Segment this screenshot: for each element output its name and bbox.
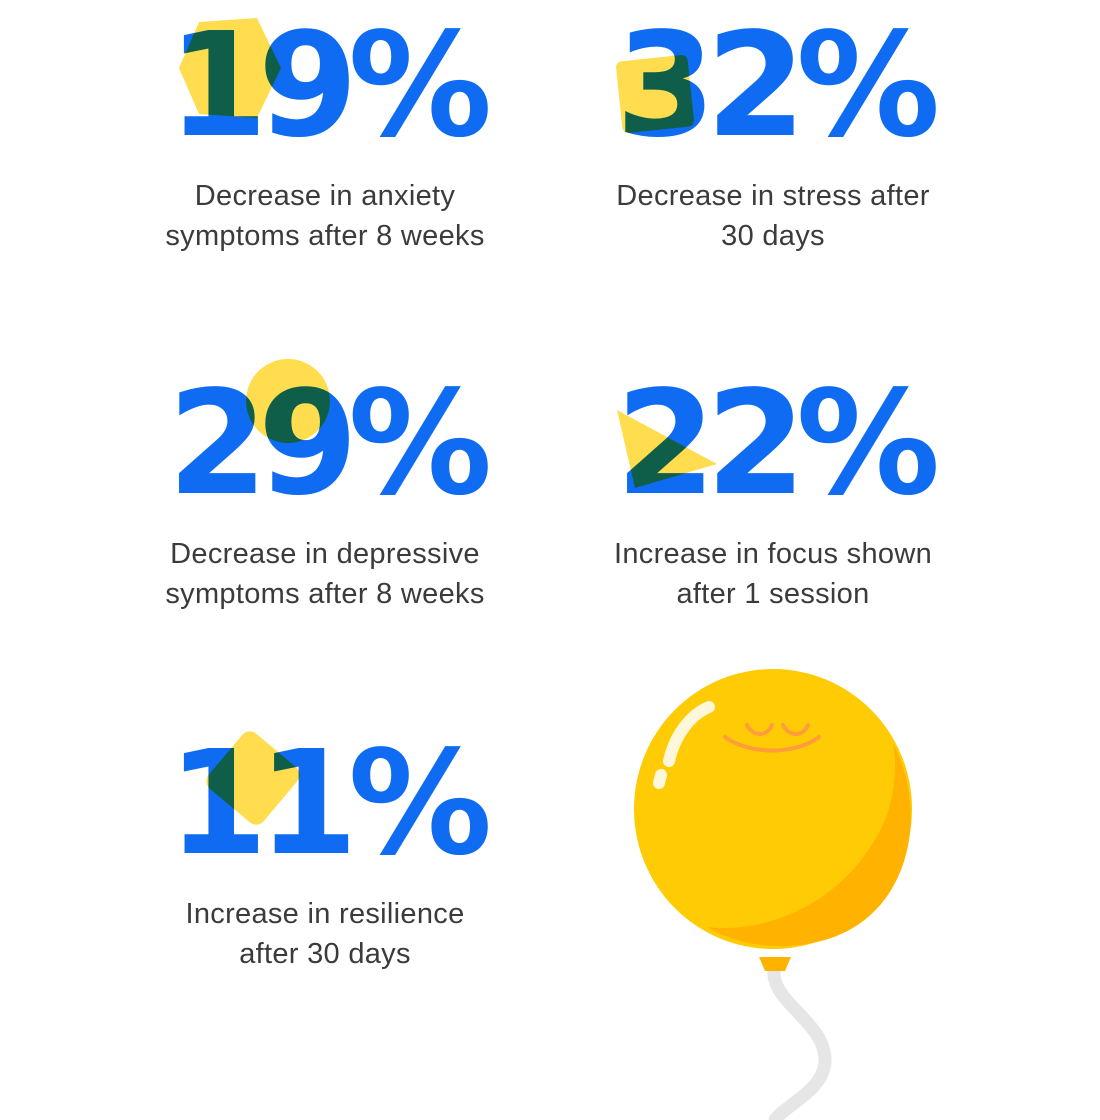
- stat-focus: 22% Increase in focus shown after 1 sess…: [563, 368, 983, 614]
- stat-value: 29%: [167, 359, 493, 527]
- stat-value: 11%: [167, 719, 493, 887]
- stat-label-line: after 30 days: [239, 938, 411, 970]
- stat-label-line: symptoms after 8 weeks: [165, 220, 485, 252]
- stat-label-line: after 1 session: [676, 578, 870, 610]
- stat-label-line: Decrease in depressive: [170, 538, 480, 570]
- stat-label: Increase in focus shown after 1 session: [563, 534, 983, 614]
- stat-label-line: Increase in resilience: [185, 898, 465, 930]
- square-shape: [616, 55, 694, 133]
- triangle-shape: [617, 410, 717, 488]
- stat-label-line: 30 days: [721, 220, 825, 252]
- stat-label-line: Decrease in stress after: [616, 180, 930, 212]
- stat-label-line: symptoms after 8 weeks: [165, 578, 485, 610]
- smiling-balloon-icon: [634, 669, 912, 1120]
- stat-label-line: Increase in focus shown: [613, 538, 932, 570]
- stat-label: Decrease in anxiety symptoms after 8 wee…: [115, 176, 535, 256]
- stat-resilience: 11% Increase in resilience after 30 days: [115, 728, 535, 974]
- stat-stress: 32% Decrease in stress after 30 days: [563, 10, 983, 256]
- stat-depression: 29% Decrease in depressive symptoms afte…: [115, 359, 535, 614]
- stat-value: 22%: [615, 359, 941, 527]
- stat-anxiety: 19% Decrease in anxiety symptoms after 8…: [115, 10, 535, 256]
- stat-value: 32%: [615, 1, 941, 169]
- stat-label: Decrease in depressive symptoms after 8 …: [115, 534, 535, 614]
- diamond-shape: [206, 731, 300, 825]
- stat-value: 19%: [167, 1, 493, 169]
- circle-shape: [246, 359, 330, 443]
- stat-label: Decrease in stress after 30 days: [563, 176, 983, 256]
- stat-label-line: Decrease in anxiety: [194, 180, 456, 212]
- hexagon-shape: [179, 18, 281, 118]
- stat-label: Increase in resilience after 30 days: [115, 894, 535, 974]
